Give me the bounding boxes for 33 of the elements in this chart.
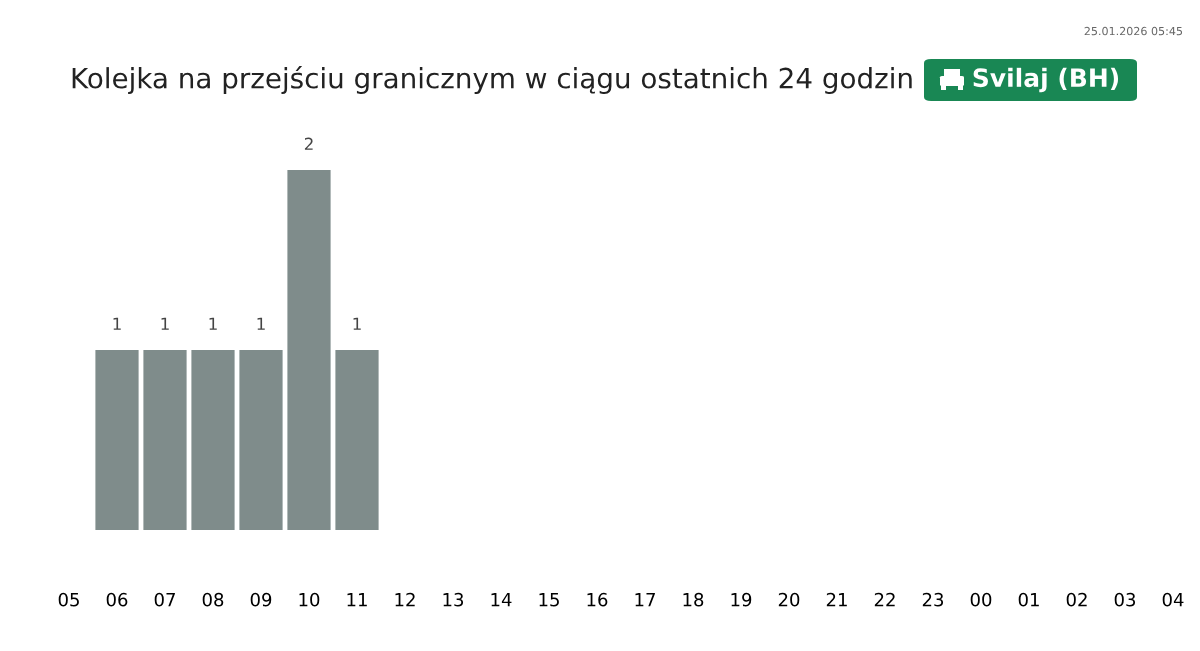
x-tick-label: 12 xyxy=(395,592,415,607)
data-label: 1 xyxy=(353,317,361,330)
x-tick-label: 06 xyxy=(106,592,128,607)
x-tick-label: 07 xyxy=(154,592,175,607)
x-tick-label: 01 xyxy=(1018,592,1039,607)
chart-subtitle: Svilaj (BH) xyxy=(973,67,1119,93)
x-tick-label: 00 xyxy=(970,592,992,607)
x-tick-label: 22 xyxy=(874,592,895,607)
x-tick-label: 17 xyxy=(635,593,655,607)
x-tick-label: 08 xyxy=(202,592,224,607)
x-tick-label: 21 xyxy=(826,592,847,607)
x-tick-label: 05 xyxy=(58,592,79,607)
x-tick-label: 03 xyxy=(1114,592,1136,607)
text: 25.01.2026 05:45 xyxy=(1084,26,1183,36)
x-tick-label: 02 xyxy=(1066,592,1087,607)
x-tick-label: 18 xyxy=(683,592,704,607)
x-tick-label: 15 xyxy=(539,593,559,607)
x-tick-label: 10 xyxy=(299,592,320,607)
x-tick-label: 14 xyxy=(491,593,512,607)
x-tick-label: 09 xyxy=(250,592,272,607)
data-label: 1 xyxy=(113,317,121,330)
x-tick-label: 13 xyxy=(443,592,464,607)
x-tick-label: 19 xyxy=(731,592,752,607)
data-label: 2 xyxy=(304,137,313,150)
x-tick-label: 11 xyxy=(347,593,367,607)
data-label: 1 xyxy=(257,317,265,330)
data-label: 1 xyxy=(209,317,217,330)
x-tick-label: 20 xyxy=(778,592,800,607)
chart-title: Kolejka na przejściu granicznym w ciągu ostatnich 24 godzin xyxy=(72,66,912,94)
x-tick-label: 23 xyxy=(922,592,944,607)
x-tick-label: 16 xyxy=(587,592,608,607)
x-tick-label: 04 xyxy=(1162,592,1184,607)
data-label: 1 xyxy=(161,317,169,330)
